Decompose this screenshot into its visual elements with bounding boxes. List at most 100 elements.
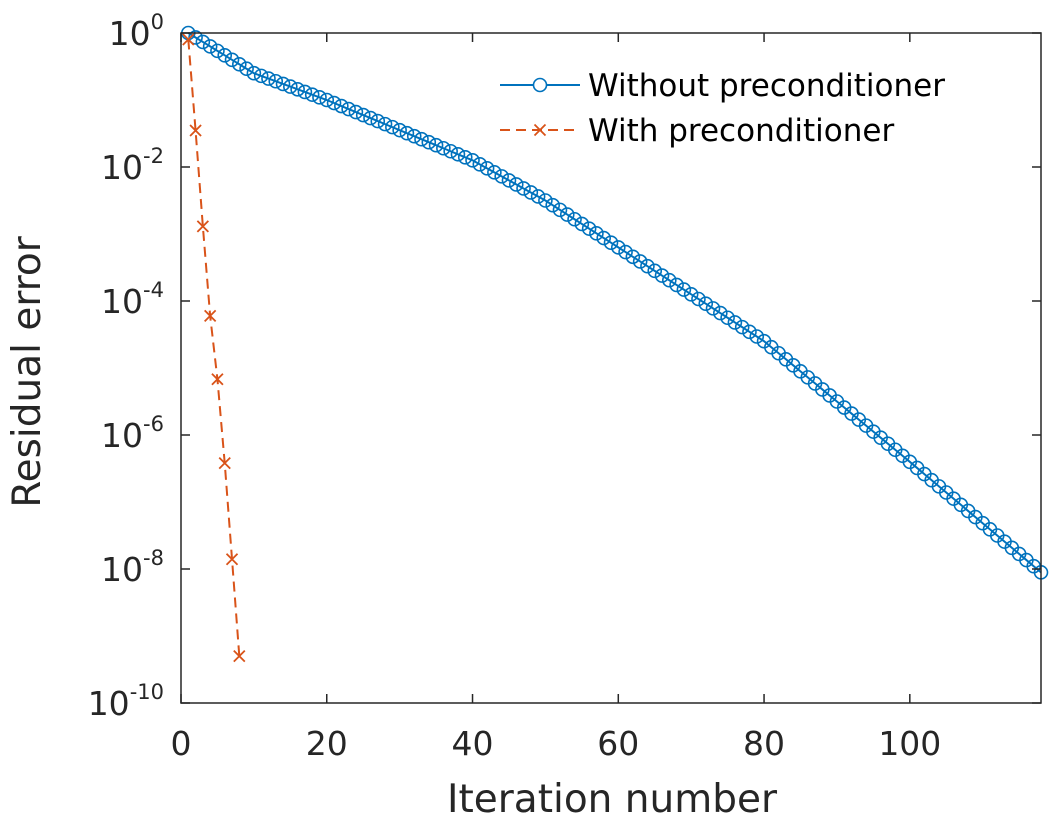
- data-point: [589, 226, 604, 241]
- data-point: [494, 169, 509, 184]
- x-tick-label: 20: [306, 724, 348, 763]
- data-point: [632, 254, 648, 269]
- data-point: [268, 73, 284, 89]
- data-point: [377, 116, 393, 132]
- data-point: [225, 553, 239, 566]
- data-point: [312, 90, 327, 105]
- data-point: [334, 98, 349, 114]
- axes-box: [180, 32, 1042, 704]
- data-point: [545, 197, 560, 213]
- data-point: [363, 110, 378, 126]
- data-point: [727, 315, 743, 330]
- data-point: [610, 240, 626, 255]
- y-axis-label: Residual error: [5, 235, 50, 507]
- plot-area: [181, 33, 1041, 703]
- data-point: [538, 193, 553, 208]
- data-point: [734, 319, 750, 335]
- series-line: [187, 32, 1042, 574]
- data-point: [202, 39, 218, 54]
- data-point: [662, 272, 677, 288]
- data-point: [204, 309, 217, 323]
- y-tick-label: 10-2: [101, 144, 164, 187]
- data-point: [567, 211, 582, 227]
- data-point: [530, 189, 546, 204]
- data-point: [501, 173, 517, 188]
- data-point: [239, 61, 254, 77]
- data-point: [218, 457, 231, 470]
- data-point: [720, 310, 735, 326]
- data-point: [552, 202, 568, 218]
- data-point: [713, 305, 728, 321]
- data-point: [457, 149, 473, 165]
- data-point: [523, 185, 539, 200]
- y-tick-label: 10-8: [101, 546, 164, 589]
- data-point: [211, 373, 224, 386]
- data-point: [319, 92, 335, 108]
- data-point: [297, 84, 313, 100]
- data-point: [385, 119, 400, 135]
- data-point: [217, 48, 233, 63]
- data-point: [436, 140, 451, 156]
- data-point: [450, 146, 466, 162]
- data-point: [189, 124, 202, 137]
- x-axis-label: Iteration number: [447, 777, 778, 822]
- series-with-preconditioner: [182, 33, 246, 663]
- legend-label: Without preconditioner: [588, 68, 945, 104]
- data-point: [749, 329, 765, 344]
- x-tick-label: 100: [878, 724, 941, 763]
- data-point: [392, 122, 407, 138]
- data-point: [516, 181, 531, 196]
- data-point: [182, 33, 195, 46]
- y-tick-label: 100: [109, 10, 164, 53]
- data-point: [669, 277, 684, 293]
- data-point: [195, 34, 211, 50]
- data-point: [290, 81, 305, 97]
- data-point: [196, 220, 210, 233]
- data-point: [399, 125, 415, 141]
- data-point: [705, 301, 721, 316]
- data-point: [233, 650, 246, 663]
- series-line: [187, 39, 241, 657]
- data-point: [443, 143, 458, 159]
- data-point: [232, 56, 247, 72]
- data-point: [691, 291, 706, 307]
- x-tick-label: 40: [452, 724, 494, 763]
- legend: Without preconditioner With preconditione…: [500, 68, 945, 149]
- data-point: [246, 65, 262, 81]
- x-tick-label: 80: [743, 724, 785, 763]
- data-point: [210, 43, 225, 59]
- data-point: [275, 76, 291, 92]
- data-point: [676, 282, 692, 297]
- data-point: [603, 235, 619, 251]
- data-point: [742, 324, 757, 340]
- legend-label: With preconditioner: [588, 113, 894, 149]
- y-tick-label: 10-6: [101, 412, 164, 455]
- data-point: [261, 71, 276, 86]
- legend-entry: With preconditioner: [500, 113, 894, 149]
- data-point: [559, 207, 575, 222]
- data-point: [596, 230, 612, 246]
- data-point: [640, 258, 655, 274]
- data-point: [348, 104, 364, 120]
- data-point: [465, 153, 480, 168]
- legend-marker: [532, 77, 548, 93]
- legend-entry: Without preconditioner: [500, 68, 945, 104]
- data-point: [421, 134, 437, 150]
- series-layer: [180, 25, 1049, 663]
- data-point: [654, 268, 670, 283]
- data-point: [253, 68, 269, 84]
- data-point: [428, 137, 444, 153]
- data-point: [472, 157, 488, 172]
- data-point: [479, 161, 495, 176]
- data-point: [304, 87, 320, 102]
- data-point: [341, 101, 356, 117]
- x-tick-label: 0: [171, 724, 192, 763]
- legend-marker: [533, 123, 547, 137]
- data-point: [406, 128, 422, 144]
- data-point: [283, 79, 298, 94]
- data-point: [698, 296, 714, 311]
- data-point: [414, 131, 429, 147]
- data-point: [683, 286, 699, 302]
- data-point: [625, 249, 641, 265]
